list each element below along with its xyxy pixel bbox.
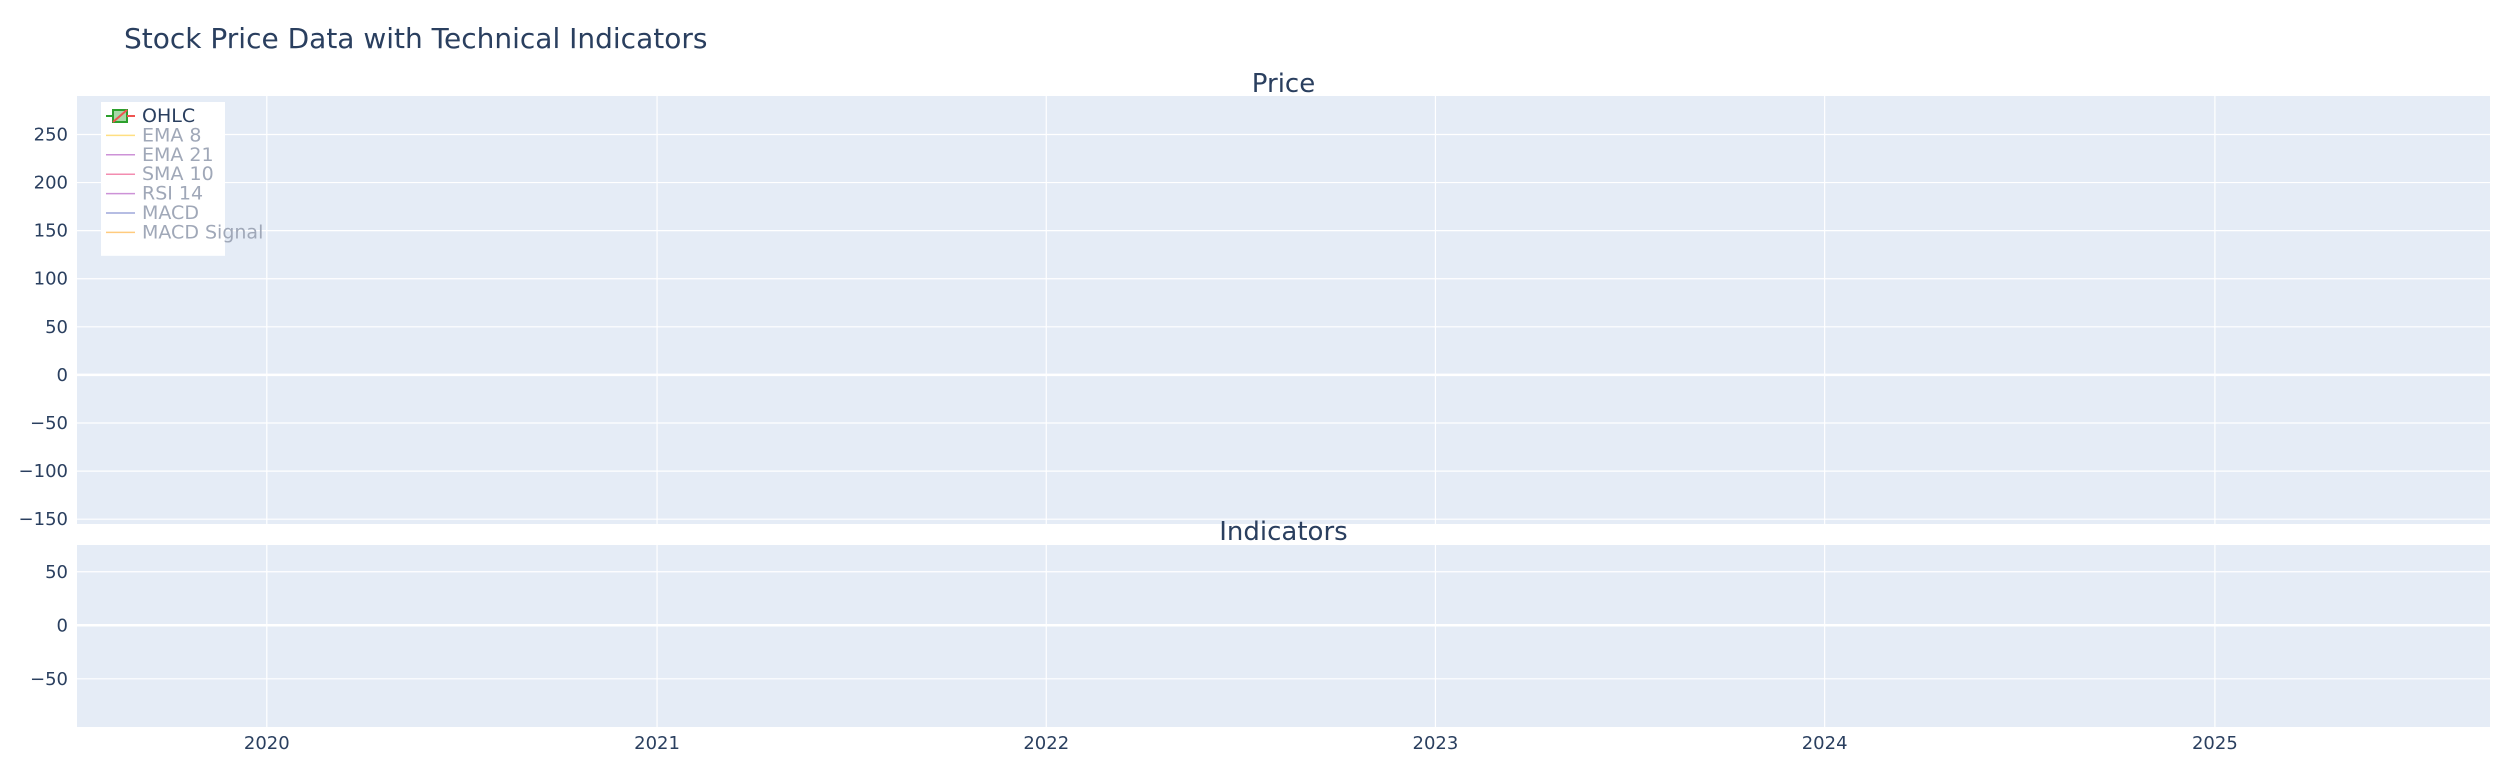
legend-item-ema-8[interactable]: EMA 8 — [106, 124, 202, 146]
legend-label: EMA 8 — [142, 124, 202, 146]
legend-label: MACD — [142, 202, 199, 224]
indicators-y-tick-labels: 50 0 −50 — [30, 562, 68, 690]
indicators-x-gridlines — [266, 545, 2216, 727]
y-tick-label: 250 — [34, 124, 68, 145]
price-y-tick-labels: 250 200 150 100 50 0 −50 −100 −150 — [19, 124, 68, 530]
price-y-gridlines — [77, 133, 2490, 520]
y-tick-label: 0 — [57, 365, 68, 386]
y-tick-label: 50 — [45, 562, 68, 583]
chart-title: Stock Price Data with Technical Indicato… — [124, 22, 707, 55]
legend-background — [101, 102, 225, 256]
indicators-subplot-title: Indicators — [1219, 517, 1347, 547]
x-tick-label: 2021 — [634, 733, 680, 754]
legend-label: SMA 10 — [142, 163, 214, 185]
legend-item-macd-signal[interactable]: MACD Signal — [106, 221, 263, 243]
legend-item-macd[interactable]: MACD — [106, 202, 199, 224]
y-tick-label: 150 — [34, 221, 68, 242]
legend-label: RSI 14 — [142, 183, 203, 205]
indicators-subplot: 50 0 −50 Indicators — [30, 517, 2490, 727]
legend-item-ohlc[interactable]: OHLC — [106, 105, 195, 127]
x-tick-label: 2022 — [1023, 733, 1069, 754]
y-tick-label: 0 — [57, 615, 68, 636]
legend-label: OHLC — [142, 105, 195, 127]
y-tick-label: 50 — [45, 317, 68, 338]
y-tick-label: −50 — [30, 669, 68, 690]
legend-item-sma-10[interactable]: SMA 10 — [106, 163, 214, 185]
price-subplot: 250 200 150 100 50 0 −50 −100 −150 Price — [19, 69, 2490, 530]
x-tick-label: 2024 — [1802, 733, 1848, 754]
indicators-y-gridlines — [77, 571, 2490, 680]
x-tick-label: 2025 — [2192, 733, 2238, 754]
price-x-gridlines — [266, 96, 2216, 524]
price-subplot-title: Price — [1252, 69, 1315, 99]
legend-label: MACD Signal — [142, 221, 263, 243]
y-tick-label: −50 — [30, 413, 68, 434]
y-tick-label: −100 — [19, 461, 68, 482]
y-tick-label: 200 — [34, 173, 68, 194]
x-tick-label: 2020 — [244, 733, 290, 754]
indicators-plot-area[interactable] — [77, 545, 2490, 727]
x-tick-label: 2023 — [1413, 733, 1459, 754]
legend-item-ema-21[interactable]: EMA 21 — [106, 144, 214, 166]
y-tick-label: −150 — [19, 509, 68, 530]
legend-label: EMA 21 — [142, 144, 214, 166]
candle-decreasing-icon — [112, 109, 128, 123]
legend-item-rsi-14[interactable]: RSI 14 — [106, 183, 203, 205]
x-axis-tick-labels: 2020 2021 2022 2023 2024 2025 — [244, 733, 2238, 754]
price-plot-area[interactable] — [77, 96, 2490, 524]
y-tick-label: 100 — [34, 269, 68, 290]
